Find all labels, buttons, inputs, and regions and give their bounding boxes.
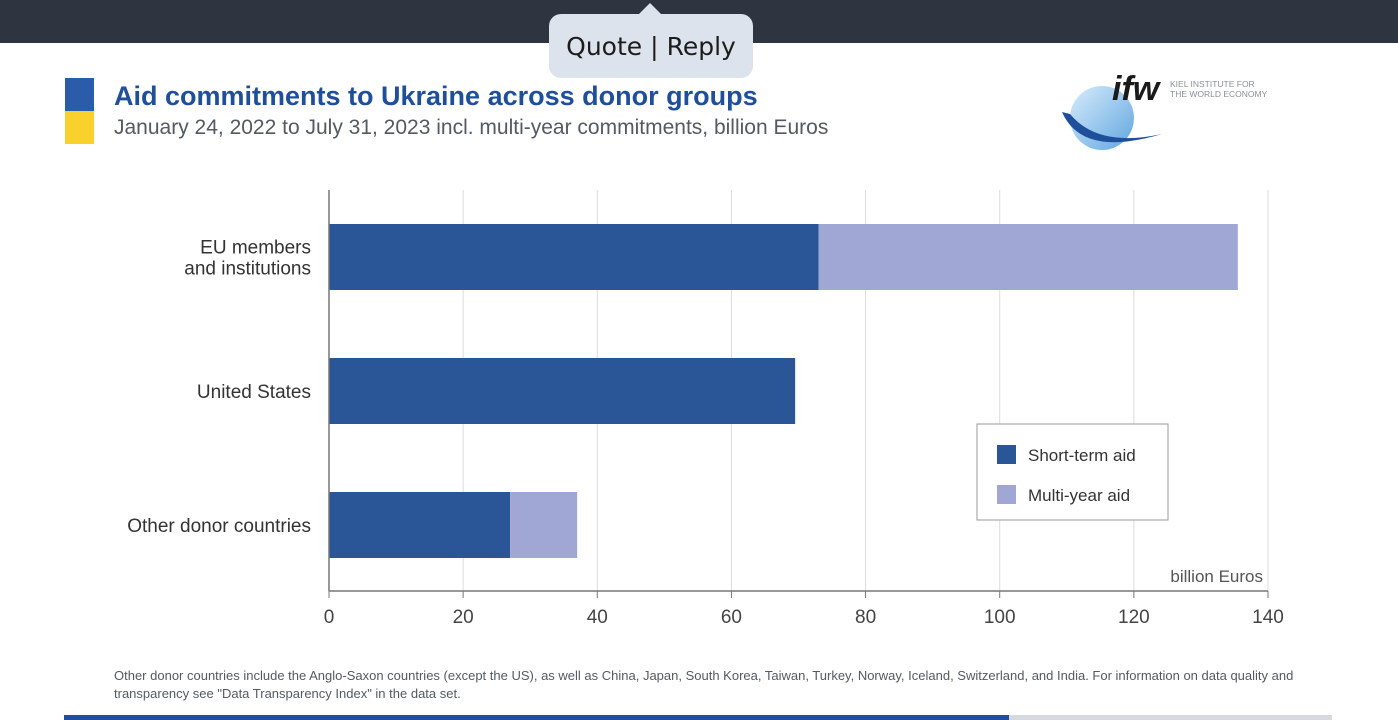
x-tick-label-60: 60	[721, 607, 742, 628]
bar-short-term-1	[329, 358, 796, 424]
quote-button[interactable]: Quote	[566, 31, 643, 61]
x-axis-label: billion Euros	[1170, 567, 1263, 586]
legend: Short-term aid Multi-year aid	[976, 423, 1169, 521]
ukraine-flag-blue	[65, 78, 94, 111]
legend-swatch-1	[997, 485, 1016, 504]
footnote: Other donor countries include the Anglo-…	[114, 668, 1294, 701]
legend-box	[976, 423, 1169, 521]
logo-mark: ifw	[1112, 70, 1162, 108]
chart-title: Aid commitments to Ukraine across donor …	[114, 81, 758, 111]
logo-text-line2: THE WORLD ECONOMY	[1170, 89, 1268, 99]
bar-short-term-2	[329, 492, 511, 558]
reply-button[interactable]: Reply	[666, 31, 736, 61]
legend-swatch-0	[997, 445, 1016, 464]
x-tick-label-120: 120	[1118, 607, 1150, 628]
ukraine-flag-yellow	[65, 111, 94, 144]
bar-multi-year-2	[510, 492, 578, 558]
category-label-1: United States	[197, 382, 311, 403]
tooltip-arrow	[639, 3, 661, 14]
orbit-swoosh	[1062, 112, 1162, 143]
bar-multi-year-0	[818, 224, 1238, 290]
bar-layer	[329, 224, 1238, 558]
x-tick-label-100: 100	[984, 607, 1016, 628]
chart-subtitle: January 24, 2022 to July 31, 2023 incl. …	[114, 116, 829, 139]
x-tick-label-0: 0	[324, 607, 335, 628]
x-tick-label-40: 40	[587, 607, 608, 628]
category-label-0: EU members and institutions	[184, 238, 311, 280]
label-layer: 0 20 40 60 80 100 120 140 EU members and institut…	[127, 238, 1284, 629]
legend-label-1: Multi-year aid	[1028, 486, 1130, 505]
ifw-logo: ifw KIEL INSTITUTE FOR THE WORLD ECONOMY	[1062, 70, 1268, 150]
bar-short-term-0	[329, 224, 819, 290]
x-tick-label-140: 140	[1252, 607, 1284, 628]
logo-text-line1: KIEL INSTITUTE FOR	[1170, 79, 1255, 89]
bar-chart: 0 20 40 60 80 100 120 140 EU members and institut…	[127, 190, 1284, 629]
tooltip-separator: |	[650, 31, 659, 61]
category-label-2: Other donor countries	[127, 516, 311, 537]
axis-layer	[328, 190, 1269, 598]
x-tick-label-20: 20	[453, 607, 474, 628]
legend-label-0: Short-term aid	[1028, 446, 1136, 465]
x-tick-label-80: 80	[855, 607, 876, 628]
tooltip-body: Quote | Reply	[549, 14, 753, 78]
progress-fill	[64, 715, 1009, 720]
